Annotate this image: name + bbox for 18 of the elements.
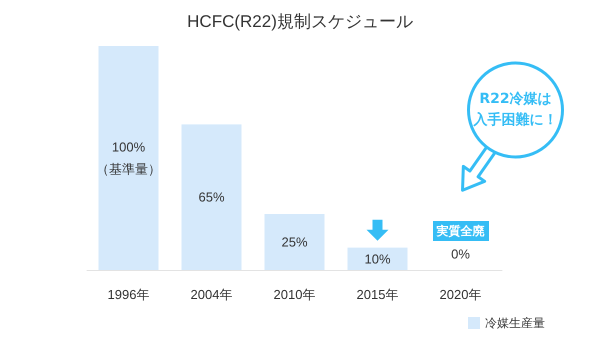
data-label: 100% （基準量） [96, 140, 161, 176]
bar [98, 46, 158, 270]
legend-label: 冷媒生産量 [485, 316, 545, 330]
bar [348, 248, 408, 270]
data-label: 65% [198, 190, 225, 205]
annotation: R22冷媒は入手困難に！ [472, 90, 558, 130]
data-label: 25% [281, 234, 308, 250]
data-label: 0% [451, 246, 470, 262]
chart-title: HCFC(R22)規制スケジュール [187, 12, 413, 31]
x-tick-label: 2015年 [356, 287, 398, 302]
bar [182, 124, 242, 270]
annotation: 実質全廃 [432, 220, 488, 241]
x-tick-label: 2010年 [274, 287, 316, 302]
x-tick-label: 2004年 [190, 287, 232, 302]
data-label: 10% [364, 251, 391, 266]
bar [264, 214, 324, 270]
x-tick-label: 1996年 [108, 287, 150, 302]
x-tick-label: 2020年 [440, 287, 482, 302]
